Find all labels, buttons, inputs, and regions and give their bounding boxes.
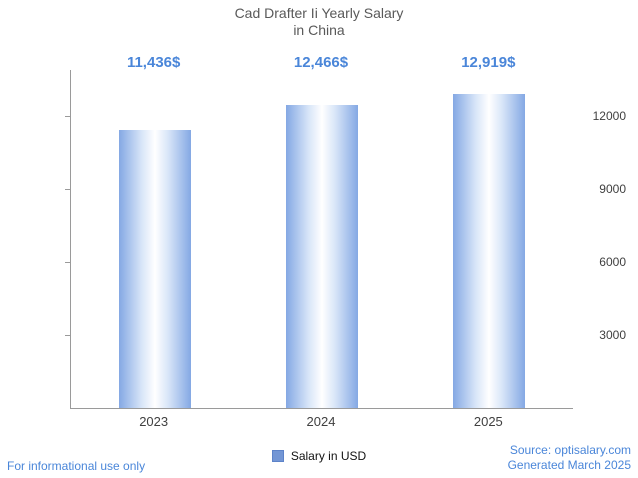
y-tick-mark [65, 262, 71, 263]
x-axis-labels: 2023 2024 2025 [70, 414, 572, 429]
y-tick-label: 3000 [599, 328, 626, 342]
generated-text: Generated March 2025 [507, 458, 631, 472]
bars-row [71, 70, 573, 408]
legend: Salary in USD [0, 449, 638, 463]
y-tick-mark [65, 335, 71, 336]
bar-value-labels: 11,436$ 12,466$ 12,919$ [70, 54, 572, 74]
bar-slot [71, 70, 238, 408]
y-tick-label: 9000 [599, 182, 626, 196]
y-tick-mark [65, 189, 71, 190]
bar-value-label: 11,436$ [126, 54, 181, 71]
x-axis-label: 2024 [306, 414, 336, 429]
y-tick-mark [65, 116, 71, 117]
disclaimer-text: For informational use only [7, 459, 146, 473]
bar-2023 [118, 130, 191, 408]
bar-value-label: 12,466$ [293, 54, 349, 71]
chart-title-line1: Cad Drafter Ii Yearly Salary [234, 5, 404, 21]
source-text: Source: optisalary.com [509, 443, 631, 457]
x-axis-label: 2025 [473, 414, 503, 429]
legend-swatch-icon [271, 450, 284, 462]
y-tick-label: 6000 [599, 255, 626, 269]
chart-title-line2: in China [293, 22, 345, 38]
bar-2025 [453, 94, 526, 408]
chart-title: Cad Drafter Ii Yearly Salary in China [0, 5, 638, 39]
bar-slot [238, 70, 405, 408]
x-axis-label: 2023 [139, 414, 169, 429]
y-tick-label: 12000 [592, 109, 626, 123]
legend-label: Salary in USD [290, 449, 367, 463]
bar-slot [406, 70, 573, 408]
bar-value-label: 12,919$ [461, 54, 516, 71]
source-block: Source: optisalary.com Generated March 2… [508, 443, 631, 473]
bar-2024 [285, 105, 358, 408]
plot-area [65, 70, 573, 409]
